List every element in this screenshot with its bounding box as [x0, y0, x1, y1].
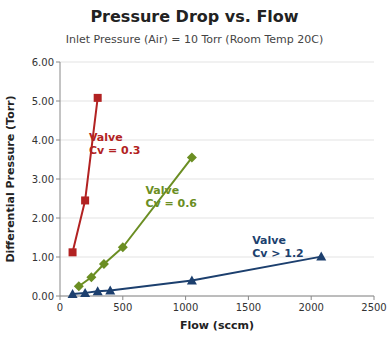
- annotation: ValveCv > 1.2: [252, 234, 304, 260]
- point: [99, 259, 109, 269]
- y-tick-label: 0.00: [32, 291, 54, 302]
- point: [187, 153, 197, 163]
- chart: Pressure Drop vs. Flow Inlet Pressure (Ai…: [0, 0, 389, 345]
- annotation-line: Valve: [89, 131, 123, 144]
- y-tick: [56, 257, 60, 258]
- annotation-line: Cv = 0.6: [145, 197, 197, 210]
- grid-line: [60, 257, 374, 258]
- x-axis-label: Flow (sccm): [180, 319, 254, 332]
- x-tick: [248, 296, 249, 300]
- point: [118, 242, 128, 252]
- y-tick: [56, 296, 60, 297]
- subtitle: Inlet Pressure (Air) = 10 Torr (Room Tem…: [66, 33, 324, 46]
- x-tick-label: 2000: [298, 302, 323, 313]
- point: [69, 248, 77, 256]
- annotation: ValveCv = 0.3: [89, 131, 141, 157]
- point: [94, 94, 102, 102]
- y-axis: [60, 62, 61, 296]
- y-tick-label: 5.00: [32, 96, 54, 107]
- series-line: [73, 98, 98, 252]
- point: [80, 288, 90, 297]
- grid-line: [60, 179, 374, 180]
- grid-line: [60, 296, 374, 297]
- y-tick-label: 4.00: [32, 135, 54, 146]
- annotation-line: Valve: [252, 234, 286, 247]
- annotation-line: Valve: [145, 184, 179, 197]
- plot-area: [68, 94, 327, 298]
- point: [316, 252, 326, 261]
- annotation: ValveCv = 0.6: [145, 184, 197, 210]
- x-axis: [60, 296, 374, 297]
- series-line: [79, 158, 192, 287]
- y-tick: [56, 62, 60, 63]
- x-tick-label: 1500: [236, 302, 261, 313]
- x-tick: [185, 296, 186, 300]
- y-tick: [56, 140, 60, 141]
- grid-line: [60, 101, 374, 102]
- annotation-line: Cv > 1.2: [252, 247, 304, 260]
- title: Pressure Drop vs. Flow: [90, 7, 298, 26]
- point: [81, 196, 89, 204]
- y-tick-label: 3.00: [32, 174, 54, 185]
- x-tick-label: 2500: [361, 302, 386, 313]
- point: [74, 281, 84, 291]
- x-tick: [374, 296, 375, 300]
- point: [86, 272, 96, 282]
- point: [187, 275, 197, 284]
- point: [68, 289, 78, 298]
- x-tick-label: 1000: [173, 302, 198, 313]
- x-tick-label: 0: [57, 302, 63, 313]
- x-tick: [60, 296, 61, 300]
- x-tick: [311, 296, 312, 300]
- point: [93, 286, 103, 295]
- series-line: [73, 257, 322, 294]
- y-tick: [56, 218, 60, 219]
- y-tick-label: 6.00: [32, 57, 54, 68]
- y-tick-label: 1.00: [32, 252, 54, 263]
- y-axis-label: Differential Pressure (Torr): [4, 95, 17, 262]
- y-tick: [56, 101, 60, 102]
- annotation-line: Cv = 0.3: [89, 144, 141, 157]
- point: [105, 286, 115, 295]
- y-tick: [56, 179, 60, 180]
- grid-line: [60, 62, 374, 63]
- y-tick-label: 2.00: [32, 213, 54, 224]
- x-tick-label: 500: [113, 302, 132, 313]
- grid-line: [60, 218, 374, 219]
- x-tick: [122, 296, 123, 300]
